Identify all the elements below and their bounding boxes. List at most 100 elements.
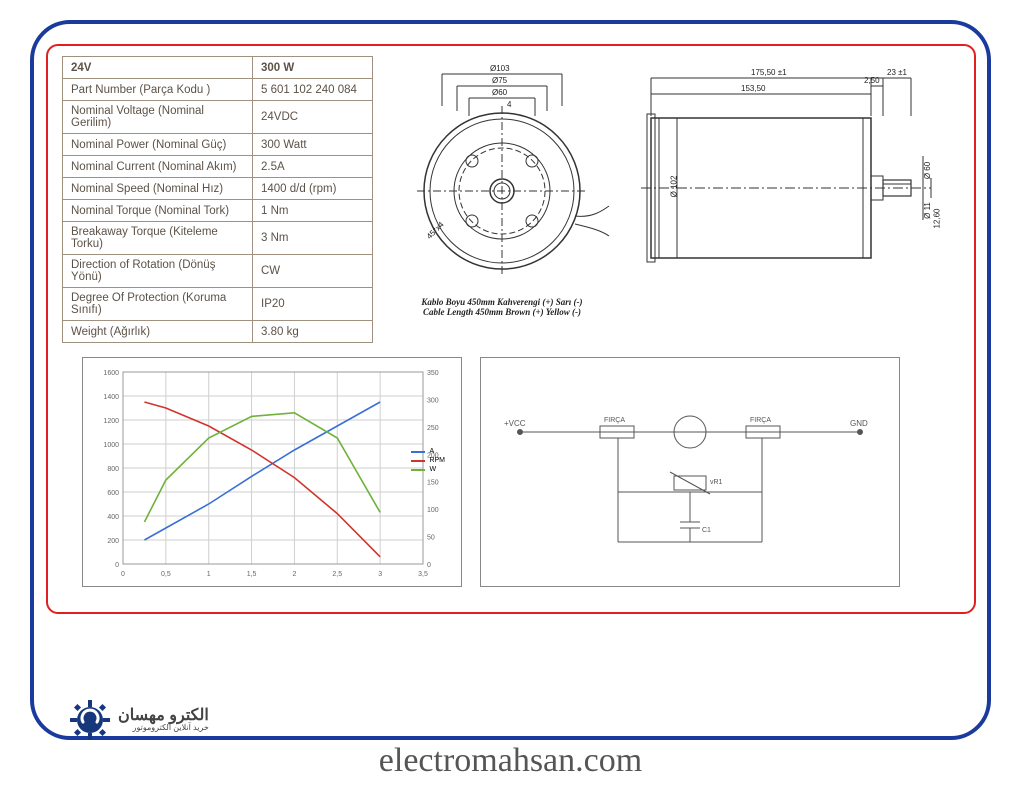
dim-shaft-step: 2,50 — [864, 76, 880, 85]
drawings-area: Ø103 Ø75 Ø60 4 45°x4 Kablo Boyu 450mm Ka… — [387, 56, 960, 343]
svg-text:1600: 1600 — [103, 370, 119, 377]
table-header-row: 24V 300 W — [63, 57, 373, 79]
datasheet-panel: 24V 300 W Part Number (Parça Kodu )5 601… — [46, 44, 976, 614]
svg-text:350: 350 — [427, 370, 439, 377]
spec-label: Breakaway Torque (Kiteleme Torku) — [63, 222, 253, 255]
dim-d75: Ø75 — [492, 76, 507, 85]
svg-text:2: 2 — [292, 571, 296, 578]
site-url: electromahsan.com — [379, 742, 642, 780]
label-vr1: vR1 — [710, 479, 723, 486]
brand-sub: خرید آنلاین الکتروموتور — [118, 724, 209, 733]
circuit-diagram: +VCC GND FIRÇA FIRÇA vR1 C1 — [480, 357, 900, 587]
chart-svg: 0 200 400 600 800 1000 1200 1400 1600 0 50 100 150 2 0… — [83, 358, 463, 588]
label-brush1: FIRÇA — [604, 417, 625, 424]
svg-text:2,5: 2,5 — [332, 571, 342, 578]
spec-value: 1 Nm — [253, 200, 373, 222]
cable-note: Kablo Boyu 450mm Kahverengi (+) Sarı (-)… — [387, 297, 617, 317]
svg-text:50: 50 — [427, 535, 435, 542]
brand-line1: الکترو — [169, 707, 209, 724]
svg-text:0: 0 — [115, 562, 119, 569]
gear-icon — [70, 700, 110, 740]
svg-text:1000: 1000 — [103, 442, 119, 449]
label-vcc: +VCC — [504, 419, 526, 428]
legend-rpm: RPM — [429, 457, 445, 464]
spec-label: Direction of Rotation (Dönüş Yönü) — [63, 255, 253, 288]
spec-label: Nominal Torque (Nominal Tork) — [63, 200, 253, 222]
spec-value: 300 Watt — [253, 134, 373, 156]
spec-value: IP20 — [253, 288, 373, 321]
motor-side-view: 175,50 ±1 153,50 2,50 23 ±1 Ø 102 Ø 11 1… — [631, 56, 941, 291]
svg-text:400: 400 — [107, 514, 119, 521]
spec-value: 3.80 kg — [253, 321, 373, 343]
motor-front-view: Ø103 Ø75 Ø60 4 45°x4 — [387, 56, 617, 291]
svg-text:150: 150 — [427, 480, 439, 487]
brand-line2: مهسان — [118, 707, 165, 724]
spec-value: 24VDC — [253, 101, 373, 134]
top-row: 24V 300 W Part Number (Parça Kodu )5 601… — [62, 56, 960, 343]
dim-d4: 4 — [507, 100, 511, 109]
dim-flat: 12,60 — [933, 208, 942, 228]
dim-len-body: 153,50 — [741, 84, 765, 93]
dim-d103: Ø103 — [490, 64, 510, 73]
dim-d11: Ø 11 — [923, 202, 932, 219]
bottom-row: 0 200 400 600 800 1000 1200 1400 1600 0 50 100 150 2 0… — [62, 357, 960, 587]
spec-value: CW — [253, 255, 373, 288]
spec-value: 1400 d/d (rpm) — [253, 178, 373, 200]
spec-label: Nominal Power (Nominal Güç) — [63, 134, 253, 156]
svg-text:0,5: 0,5 — [161, 571, 171, 578]
svg-text:250: 250 — [427, 425, 439, 432]
svg-text:1400: 1400 — [103, 394, 119, 401]
table-row: Breakaway Torque (Kiteleme Torku)3 Nm — [63, 222, 373, 255]
performance-chart: 0 200 400 600 800 1000 1200 1400 1600 0 50 100 150 2 0… — [82, 357, 462, 587]
spec-value: 3 Nm — [253, 222, 373, 255]
svg-text:600: 600 — [107, 490, 119, 497]
spec-label: Weight (Ağırlık) — [63, 321, 253, 343]
dim-shaft-len: 23 ±1 — [887, 68, 907, 77]
spec-label: Nominal Current (Nominal Akım) — [63, 156, 253, 178]
table-row: Part Number (Parça Kodu )5 601 102 240 0… — [63, 79, 373, 101]
dim-d102: Ø 102 — [669, 176, 678, 198]
cable-note-tr: Kablo Boyu 450mm Kahverengi (+) Sarı (-) — [387, 297, 617, 307]
table-row: Direction of Rotation (Dönüş Yönü)CW — [63, 255, 373, 288]
svg-text:200: 200 — [107, 538, 119, 545]
table-row: Degree Of Protection (Koruma Sınıfı)IP20 — [63, 288, 373, 321]
svg-text:100: 100 — [427, 507, 439, 514]
spec-label: Nominal Voltage (Nominal Gerilim) — [63, 101, 253, 134]
legend-a: A — [429, 448, 434, 455]
spec-table: 24V 300 W Part Number (Parça Kodu )5 601… — [62, 56, 373, 343]
label-c1: C1 — [702, 527, 711, 534]
cable-note-en: Cable Length 450mm Brown (+) Yellow (-) — [387, 307, 617, 317]
spec-label: Part Number (Parça Kodu ) — [63, 79, 253, 101]
spec-value: 2.5A — [253, 156, 373, 178]
legend-w: W — [429, 466, 436, 473]
svg-text:1200: 1200 — [103, 418, 119, 425]
svg-text:1,5: 1,5 — [247, 571, 257, 578]
table-row: Nominal Torque (Nominal Tork)1 Nm — [63, 200, 373, 222]
chart-legend: A RPM W — [411, 448, 445, 475]
svg-text:3: 3 — [378, 571, 382, 578]
svg-text:3,5: 3,5 — [418, 571, 428, 578]
svg-text:800: 800 — [107, 466, 119, 473]
dim-d60s: Ø 60 — [923, 162, 932, 179]
header-power: 300 W — [253, 57, 373, 79]
spec-value: 5 601 102 240 084 — [253, 79, 373, 101]
brand-logo: الکترو مهسان خرید آنلاین الکتروموتور — [70, 700, 209, 740]
header-voltage: 24V — [63, 57, 253, 79]
label-gnd: GND — [850, 419, 868, 428]
table-row: Nominal Power (Nominal Güç)300 Watt — [63, 134, 373, 156]
svg-text:300: 300 — [427, 397, 439, 404]
svg-text:1: 1 — [207, 571, 211, 578]
table-row: Nominal Speed (Nominal Hız)1400 d/d (rpm… — [63, 178, 373, 200]
table-row: Nominal Voltage (Nominal Gerilim)24VDC — [63, 101, 373, 134]
svg-text:0: 0 — [427, 562, 431, 569]
table-row: Nominal Current (Nominal Akım)2.5A — [63, 156, 373, 178]
label-brush2: FIRÇA — [750, 417, 771, 424]
svg-text:0: 0 — [121, 571, 125, 578]
dim-d60: Ø60 — [492, 88, 507, 97]
spec-label: Nominal Speed (Nominal Hız) — [63, 178, 253, 200]
front-and-note: Ø103 Ø75 Ø60 4 45°x4 Kablo Boyu 450mm Ka… — [387, 56, 617, 317]
spec-label: Degree Of Protection (Koruma Sınıfı) — [63, 288, 253, 321]
table-row: Weight (Ağırlık)3.80 kg — [63, 321, 373, 343]
dim-len-total: 175,50 ±1 — [751, 68, 787, 77]
brand-text: الکترو مهسان خرید آنلاین الکتروموتور — [118, 707, 209, 733]
